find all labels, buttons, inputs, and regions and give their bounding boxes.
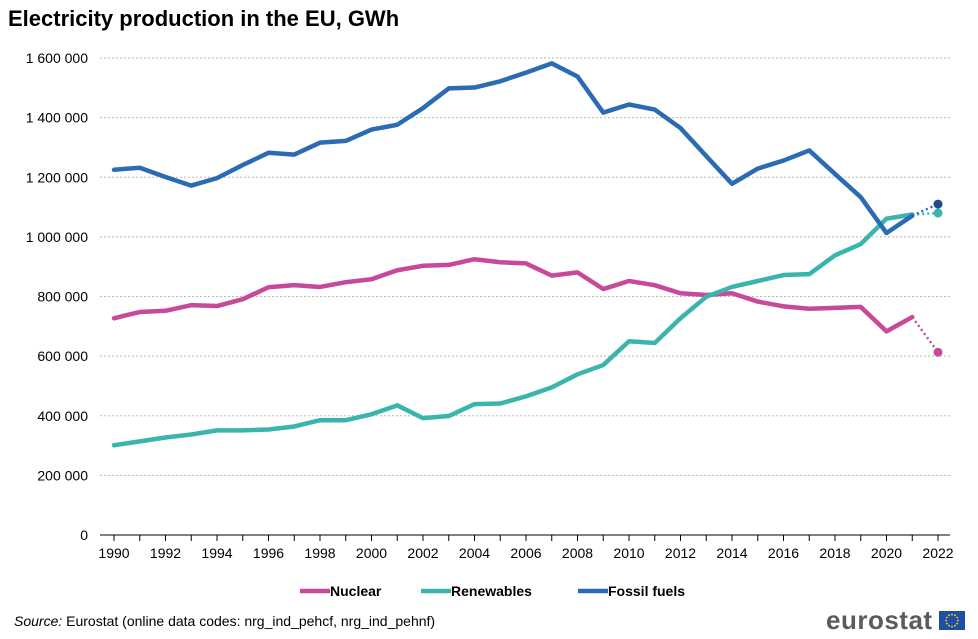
- eu-flag-icon: [938, 611, 965, 630]
- chart-title: Electricity production in the EU, GWh: [8, 6, 400, 31]
- x-tick-label: 1996: [253, 545, 284, 561]
- flag-star: [947, 614, 950, 617]
- y-tick-label: 1 000 000: [26, 229, 88, 245]
- projection-point: [933, 208, 943, 218]
- projection-line: [911, 316, 940, 353]
- legend: Nuclear Renewables Fossil fuels: [300, 583, 685, 599]
- y-tick-label: 1 400 000: [26, 110, 88, 126]
- flag-star: [950, 613, 953, 616]
- x-tick-label: 1992: [150, 545, 181, 561]
- x-tick-label: 2012: [665, 545, 696, 561]
- y-tick-label: 600 000: [37, 348, 88, 364]
- x-tick-label: 2010: [613, 545, 644, 561]
- x-tick-label: 2002: [407, 545, 438, 561]
- series-line-nuclear: [111, 256, 915, 334]
- source-label: Source:: [14, 613, 63, 629]
- series-line-fossil-fuels: [111, 61, 915, 236]
- y-tick-label: 0: [80, 527, 88, 543]
- x-tick-label: 2004: [459, 545, 490, 561]
- y-tick-label: 800 000: [37, 289, 88, 305]
- y-tick-label: 1 600 000: [26, 50, 88, 66]
- flag-star: [956, 619, 959, 622]
- x-tick-label: 2000: [356, 545, 387, 561]
- x-tick-label: 2006: [510, 545, 541, 561]
- x-axis-ticks: 1990 1992 1994 1996 1998 2000 2002 2004 2006 2008…: [98, 535, 954, 561]
- gridlines: [100, 57, 950, 476]
- eurostat-logo: eurostat: [826, 605, 965, 636]
- x-tick-label: 2014: [716, 545, 747, 561]
- flag-star: [944, 619, 947, 622]
- projection-point: [933, 199, 943, 209]
- x-tick-label: 1998: [304, 545, 335, 561]
- y-tick-label: 1 200 000: [26, 169, 88, 185]
- x-tick-label: 2008: [562, 545, 593, 561]
- line-chart: 0 200 000 400 000 600 000 800 000 1 000 000 1 …: [26, 50, 954, 599]
- y-tick-label: 400 000: [37, 408, 88, 424]
- flag-star: [955, 622, 958, 625]
- flag-star: [947, 624, 950, 627]
- series-line-renewables: [111, 212, 915, 448]
- series-lines: [111, 61, 943, 448]
- x-tick-label: 2020: [871, 545, 902, 561]
- flag-star: [953, 614, 956, 617]
- x-tick-label: 1994: [201, 545, 232, 561]
- y-axis-ticks: 0 200 000 400 000 600 000 800 000 1 000 000 1 …: [26, 50, 89, 543]
- source-text: Eurostat (online data codes: nrg_ind_peh…: [62, 613, 436, 629]
- flag-star: [945, 616, 948, 619]
- flag-star: [953, 624, 956, 627]
- flag-star: [945, 622, 948, 625]
- projection-point: [933, 347, 943, 357]
- legend-label: Nuclear: [330, 583, 382, 599]
- x-tick-label: 2022: [922, 545, 953, 561]
- source-note: Source: Eurostat (online data codes: nrg…: [14, 613, 435, 629]
- x-tick-label: 2018: [819, 545, 850, 561]
- legend-label: Renewables: [451, 583, 532, 599]
- logo-text: eurostat: [826, 605, 933, 635]
- y-tick-label: 200 000: [37, 467, 88, 483]
- legend-label: Fossil fuels: [608, 583, 685, 599]
- flag-star: [950, 625, 953, 628]
- x-tick-label: 1990: [98, 545, 129, 561]
- flag-star: [955, 616, 958, 619]
- x-tick-label: 2016: [768, 545, 799, 561]
